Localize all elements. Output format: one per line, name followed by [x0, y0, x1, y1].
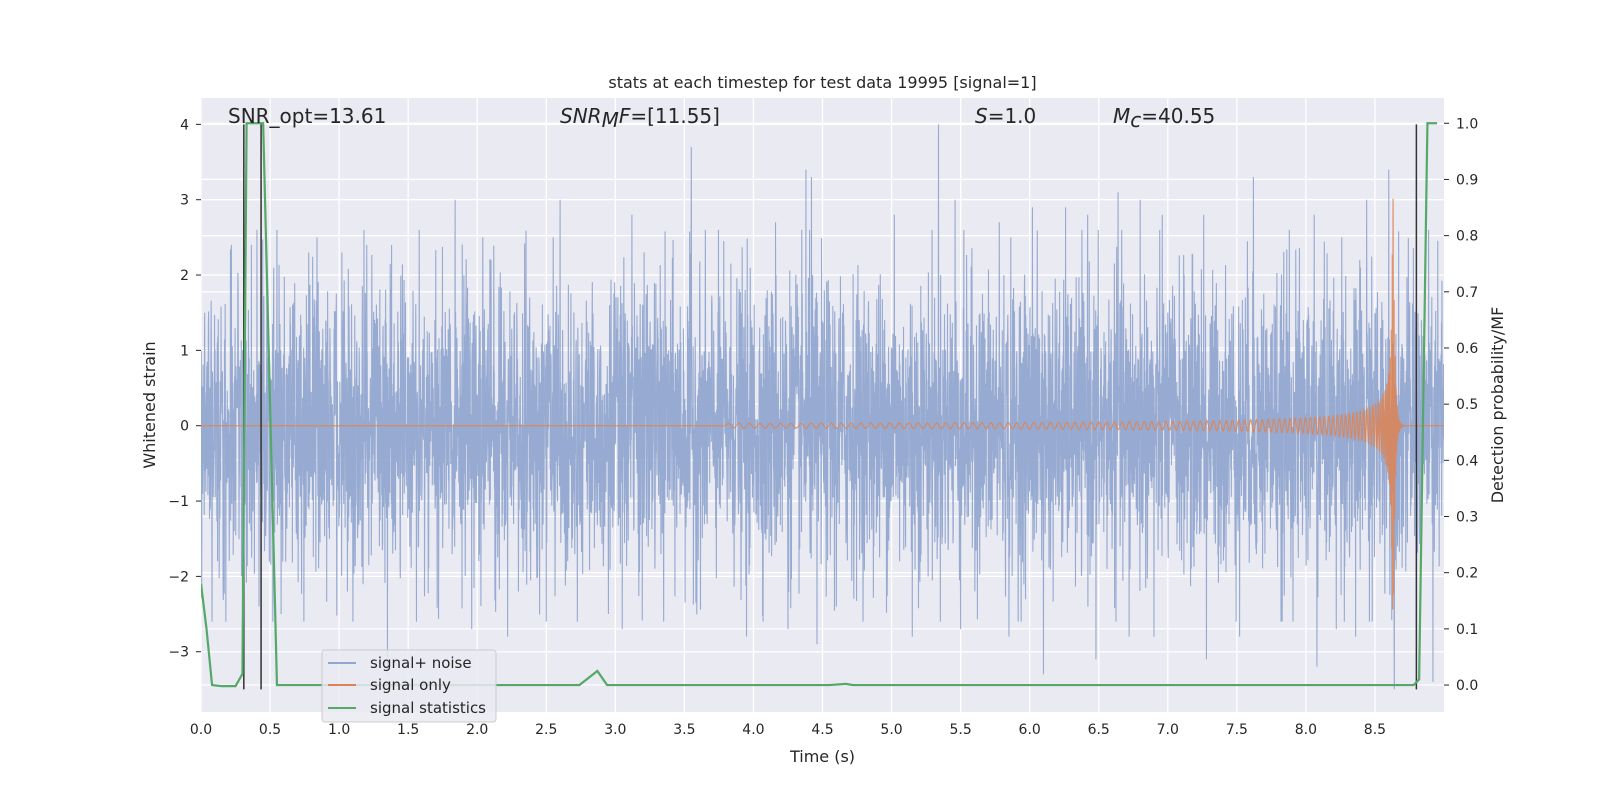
- x-tick-label-16: 8.0: [1295, 722, 1317, 738]
- y2-tick-label-5: 0.5: [1456, 397, 1478, 413]
- y-tick-label-0: −3: [168, 645, 189, 661]
- y2-tick-label-0: 0.0: [1456, 678, 1478, 694]
- annotation-snr-mf-value: =[11.55]: [630, 104, 720, 128]
- legend-entry-noise: signal+ noise: [370, 654, 472, 672]
- annotation-mc-value: =40.55: [1141, 104, 1215, 128]
- legend-entry-signal: signal only: [370, 676, 451, 694]
- chart-title: stats at each timestep for test data 199…: [608, 73, 1036, 92]
- y2-tick-label-2: 0.2: [1456, 566, 1478, 582]
- y-tick-label-5: 2: [180, 268, 189, 284]
- x-tick-label-4: 2.0: [466, 722, 488, 738]
- x-tick-label-6: 3.0: [604, 722, 626, 738]
- y2-tick-label-3: 0.3: [1456, 510, 1478, 526]
- y2-tick-label-9: 0.9: [1456, 172, 1478, 188]
- legend: signal+ noise signal only signal statist…: [321, 649, 497, 723]
- x-tick-label-14: 7.0: [1157, 722, 1179, 738]
- annotation-mc: Mc=40.55: [1113, 104, 1215, 132]
- y-tick-label-1: −2: [168, 569, 189, 585]
- y-tick-label-2: −1: [168, 494, 189, 510]
- x-tick-label-13: 6.5: [1088, 722, 1110, 738]
- x-tick-label-8: 4.0: [742, 722, 764, 738]
- y-tick-label-7: 4: [180, 117, 189, 133]
- legend-box: [321, 649, 497, 723]
- y-tick-label-4: 1: [180, 343, 189, 359]
- legend-entry-stats: signal statistics: [370, 699, 486, 717]
- x-tick-label-9: 4.5: [811, 722, 833, 738]
- annotation-s: S=1.0: [975, 104, 1036, 128]
- x-tick-label-12: 6.0: [1019, 722, 1041, 738]
- x-tick-label-5: 2.5: [535, 722, 557, 738]
- y-axis-label: Whitened strain: [140, 341, 159, 468]
- annotation-snr-mf-symbol2: F: [619, 104, 631, 128]
- axis-ticks: 0.0 0.5 1.0 1.5 2.0 2.5 3.0 3.5 4.0 4.5 5.0 5.5 6.0 6…: [168, 116, 1478, 738]
- annotation-snr-opt: SNR_opt=13.61: [228, 104, 386, 128]
- x-tick-label-0: 0.0: [190, 722, 212, 738]
- y2-axis-label: Detection probability/MF: [1488, 307, 1507, 504]
- annotation-mc-subscript: c: [1130, 108, 1141, 132]
- annotation-mc-symbol: M: [1113, 104, 1130, 128]
- x-tick-label-1: 0.5: [259, 722, 281, 738]
- annotation-snr-mf: SNRMF=[11.55]: [560, 104, 720, 132]
- y2-tick-label-6: 0.6: [1456, 341, 1478, 357]
- x-tick-label-17: 8.5: [1364, 722, 1386, 738]
- x-tick-label-2: 1.0: [328, 722, 350, 738]
- annotation-snr-mf-symbol: SNR: [560, 104, 602, 128]
- annotation-s-symbol: S: [975, 104, 988, 128]
- annotation-snr-mf-subscript: M: [602, 108, 619, 132]
- y2-tick-label-4: 0.4: [1456, 453, 1478, 469]
- x-tick-label-3: 1.5: [397, 722, 419, 738]
- x-tick-label-10: 5.0: [880, 722, 902, 738]
- y2-tick-label-7: 0.7: [1456, 285, 1478, 301]
- y2-tick-label-1: 0.1: [1456, 622, 1478, 638]
- series-signal-noise: [201, 124, 1444, 690]
- y-tick-label-3: 0: [180, 419, 189, 435]
- x-tick-label-7: 3.5: [673, 722, 695, 738]
- y2-tick-label-10: 1.0: [1456, 116, 1478, 132]
- series-layer: [201, 122, 1444, 690]
- annotations: SNR_opt=13.61 SNRMF=[11.55] S=1.0 Mc=40.…: [228, 104, 1215, 132]
- x-tick-label-15: 7.5: [1226, 722, 1248, 738]
- annotation-s-value: =1.0: [988, 104, 1037, 128]
- x-axis-label: Time (s): [789, 747, 855, 766]
- y2-tick-label-8: 0.8: [1456, 229, 1478, 245]
- y-tick-label-6: 3: [180, 193, 189, 209]
- series-signal-statistics: [201, 122, 1438, 688]
- x-tick-label-11: 5.5: [949, 722, 971, 738]
- series-signal-only: [201, 198, 1444, 610]
